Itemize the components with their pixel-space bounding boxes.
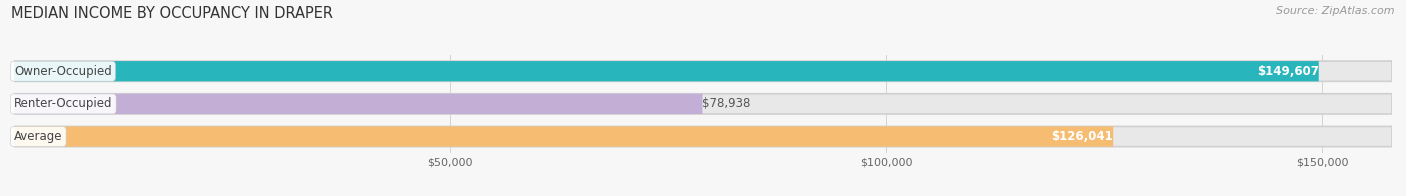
FancyBboxPatch shape bbox=[14, 126, 1392, 147]
FancyBboxPatch shape bbox=[14, 94, 703, 114]
Text: $126,041: $126,041 bbox=[1052, 130, 1114, 143]
Text: Source: ZipAtlas.com: Source: ZipAtlas.com bbox=[1277, 6, 1395, 16]
FancyBboxPatch shape bbox=[14, 61, 1319, 81]
FancyBboxPatch shape bbox=[14, 61, 1392, 81]
Text: $149,607: $149,607 bbox=[1257, 65, 1319, 78]
FancyBboxPatch shape bbox=[14, 94, 1392, 114]
Text: Renter-Occupied: Renter-Occupied bbox=[14, 97, 112, 110]
Text: Average: Average bbox=[14, 130, 62, 143]
Text: MEDIAN INCOME BY OCCUPANCY IN DRAPER: MEDIAN INCOME BY OCCUPANCY IN DRAPER bbox=[11, 6, 333, 21]
FancyBboxPatch shape bbox=[14, 126, 1114, 147]
Text: $78,938: $78,938 bbox=[703, 97, 751, 110]
Text: Owner-Occupied: Owner-Occupied bbox=[14, 65, 112, 78]
